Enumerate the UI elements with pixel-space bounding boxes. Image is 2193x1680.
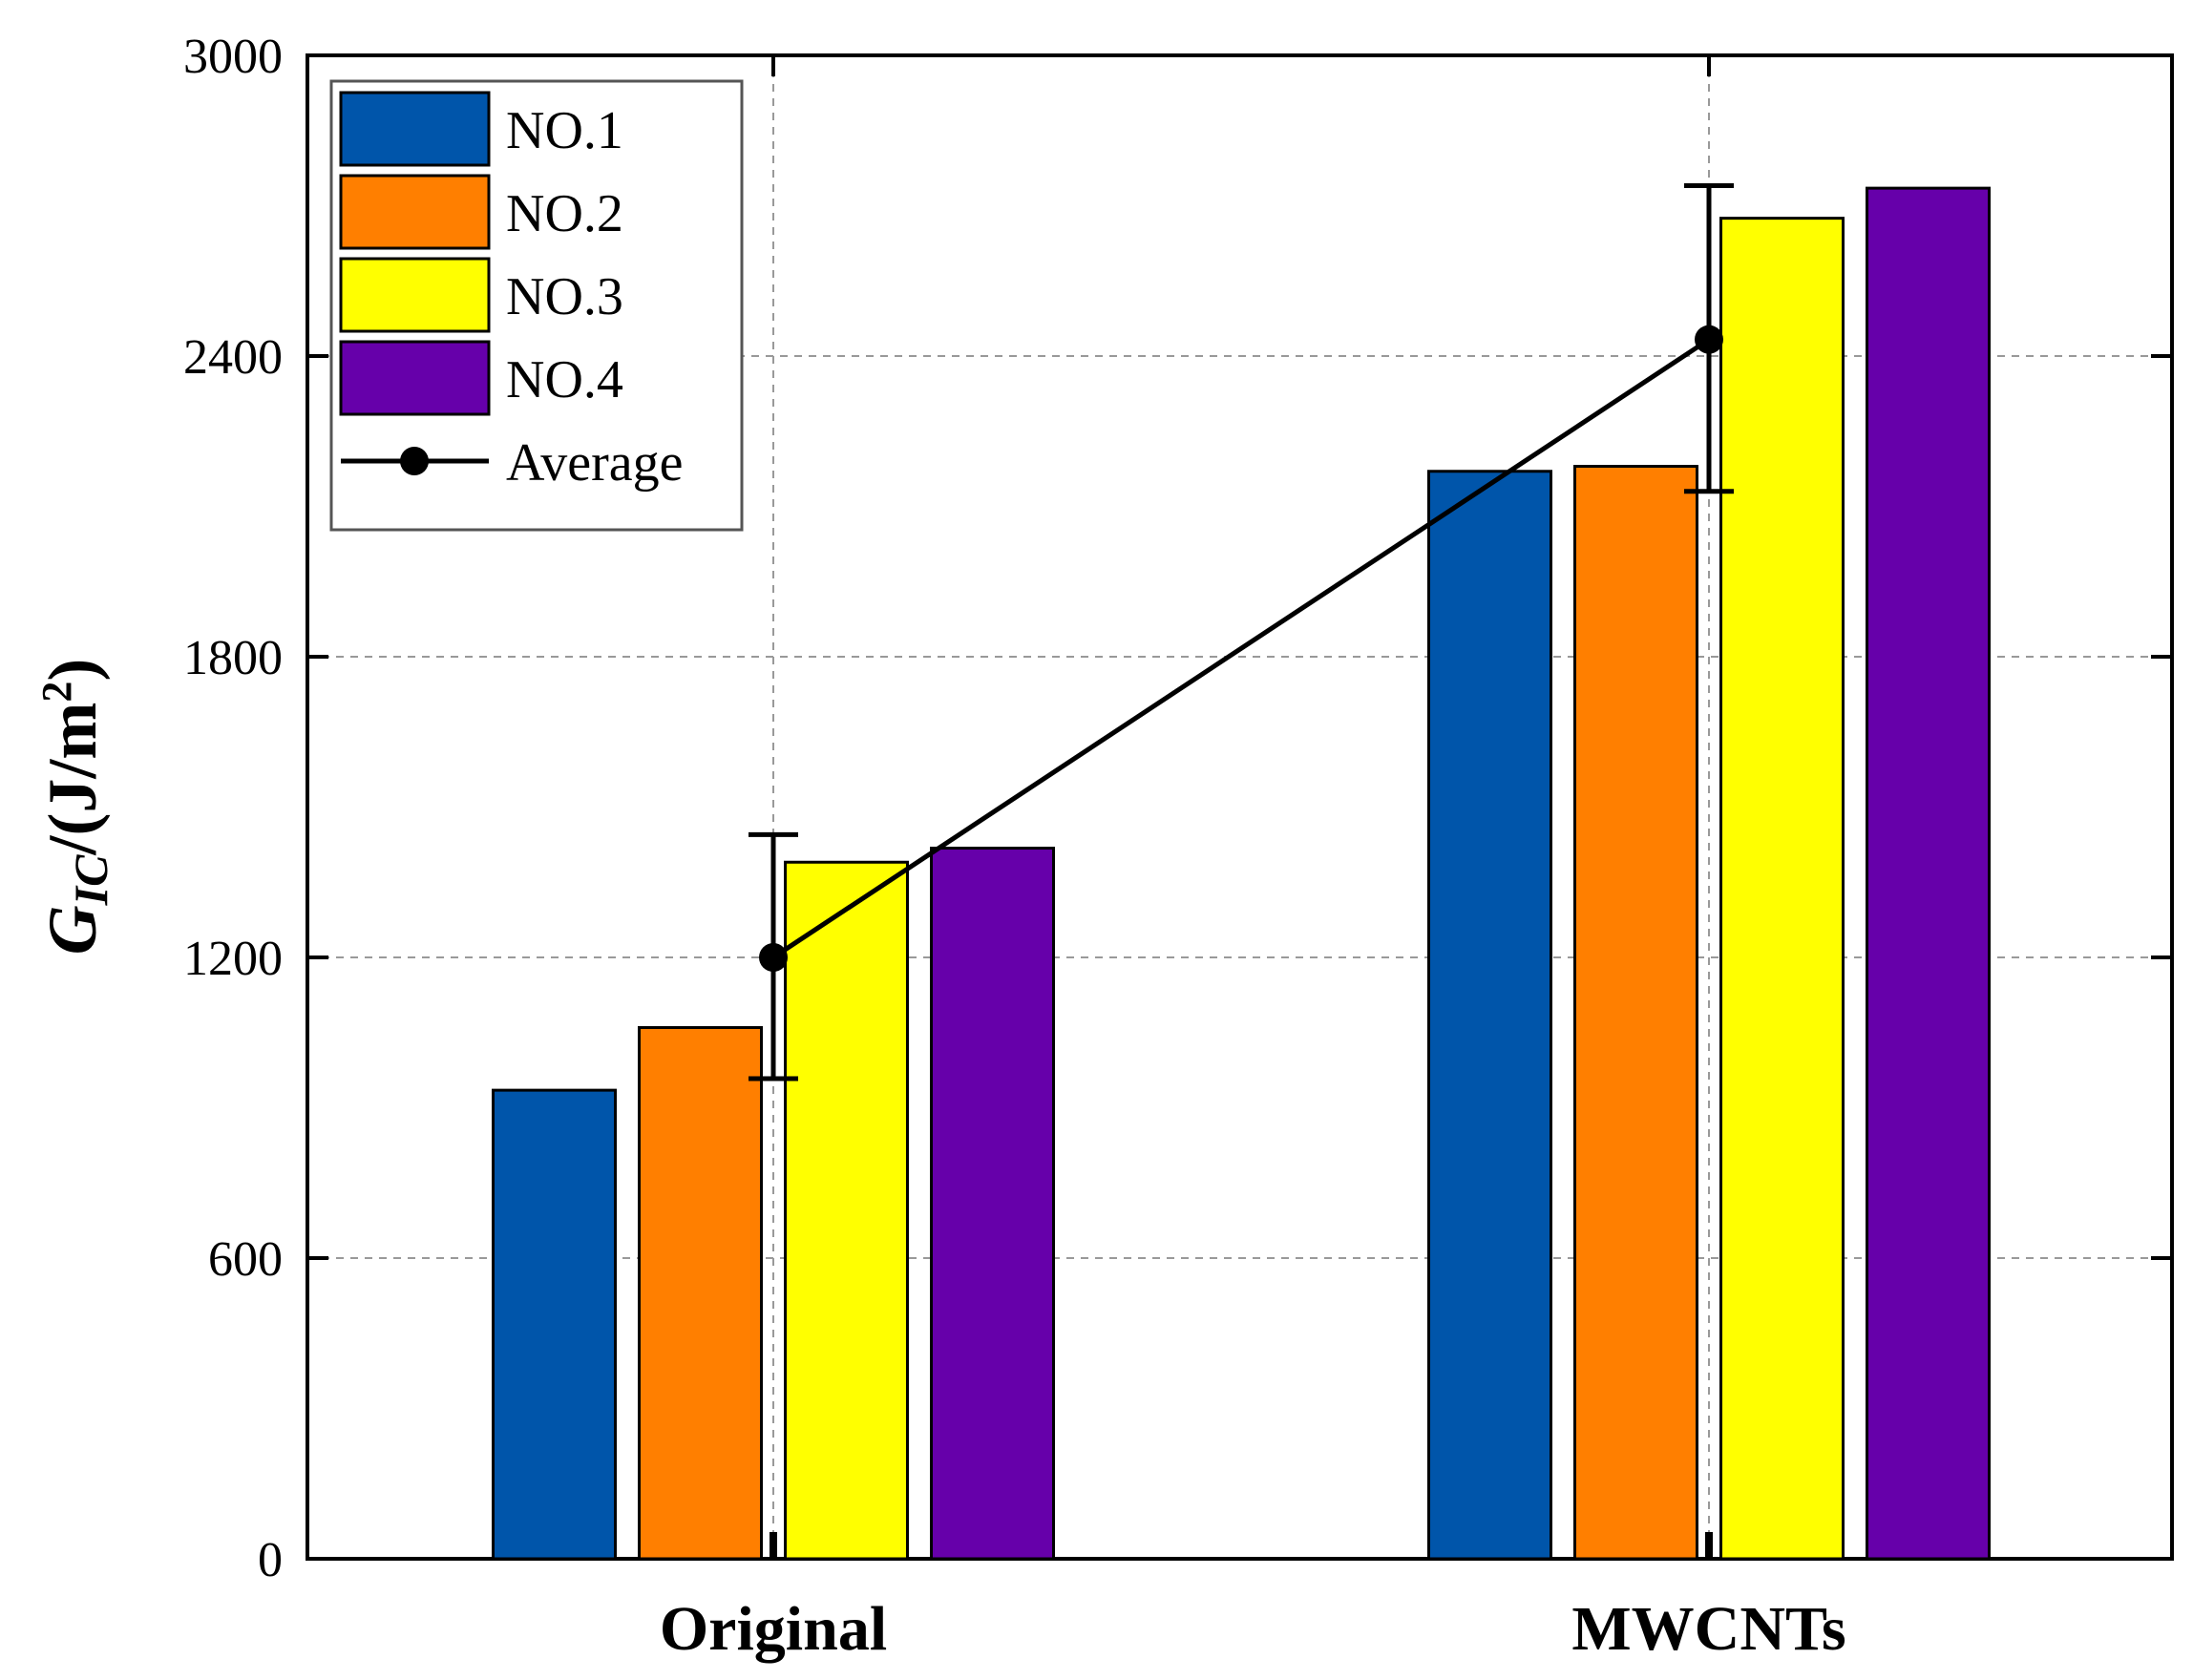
bar — [492, 1088, 617, 1561]
legend-swatch — [339, 91, 491, 167]
legend-swatch — [339, 340, 491, 416]
legend-swatch — [339, 257, 491, 333]
average-series — [749, 183, 1734, 1082]
x-category-label: MWCNTs — [1571, 1594, 1845, 1664]
legend-label: NO.2 — [506, 184, 623, 243]
y-axis-label-superscript: 2 — [33, 682, 80, 703]
axes-group: 0 600 1200 1800 2400 3000 Original MWCNTs — [183, 30, 2172, 1664]
legend-label: NO.3 — [506, 267, 623, 326]
bar — [784, 860, 909, 1561]
legend-swatch — [339, 174, 491, 250]
average-point — [759, 943, 788, 972]
legend-label: NO.4 — [506, 350, 623, 410]
y-axis-label: GIC/(J/m2) — [33, 659, 117, 956]
bars-group — [492, 186, 1991, 1561]
bar — [1866, 186, 1991, 1561]
y-axis-label-subscript: IC — [64, 854, 117, 906]
y-tick-label: 1800 — [183, 631, 283, 685]
bar — [638, 1026, 763, 1561]
bar — [1719, 217, 1845, 1561]
y-tick-label: 2400 — [183, 330, 283, 385]
y-axis-label-unit: /(J/m — [34, 703, 111, 856]
legend: NO.1 NO.2 NO.3 NO.4 Average — [329, 79, 744, 532]
legend-label: Average — [506, 433, 684, 493]
y-tick-label: 600 — [208, 1232, 283, 1287]
bar — [1427, 470, 1552, 1561]
plot-frame — [306, 53, 2174, 1561]
y-axis-label-main: G — [34, 905, 111, 955]
bar — [930, 847, 1055, 1561]
x-category-label: Original — [660, 1594, 887, 1664]
y-tick-label: 3000 — [183, 30, 283, 84]
y-axis-label-close: ) — [34, 659, 111, 682]
legend-label: NO.1 — [506, 101, 623, 160]
y-tick-label: 0 — [258, 1533, 283, 1587]
legend-average-marker — [400, 447, 429, 475]
bar — [1573, 465, 1698, 1561]
y-tick-label: 1200 — [183, 932, 283, 986]
average-line — [771, 337, 1711, 960]
average-point — [1695, 325, 1723, 354]
